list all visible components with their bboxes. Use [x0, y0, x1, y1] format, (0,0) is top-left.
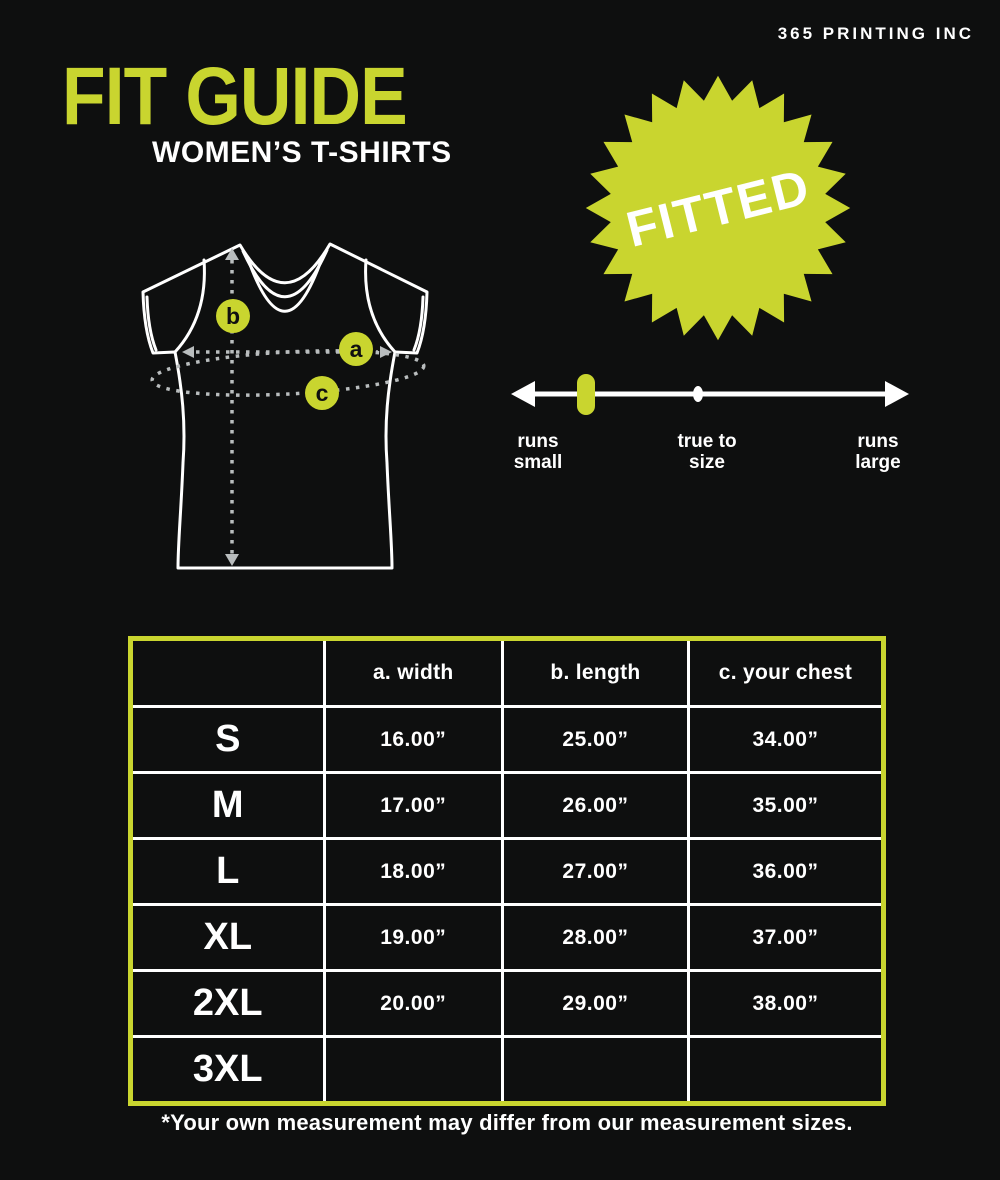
- column-header-width: a. width: [322, 637, 504, 708]
- cell-width: 18.00”: [322, 837, 504, 906]
- cell-chest: 35.00”: [686, 771, 886, 840]
- column-header-chest: c. your chest: [686, 637, 886, 708]
- cell-width: 17.00”: [322, 771, 504, 840]
- scale-label-true-to-size: true to size: [637, 431, 777, 473]
- cell-length: [500, 1035, 690, 1105]
- page-title: FIT GUIDE: [62, 51, 408, 142]
- cell-length: 27.00”: [500, 837, 690, 906]
- scale-label-line: true to: [677, 431, 737, 452]
- scale-label-line: small: [513, 452, 563, 473]
- cell-length: 29.00”: [500, 969, 690, 1038]
- page-subtitle: WOMEN’S T-SHIRTS: [152, 136, 452, 169]
- scale-label-runs-small: runs small: [468, 431, 608, 473]
- size-chart-corner-cell: [129, 637, 326, 708]
- marker-a: a: [339, 332, 373, 366]
- arrow-down-icon: [225, 554, 239, 566]
- marker-a-label: a: [350, 336, 363, 362]
- scale-label-line: size: [689, 452, 725, 473]
- cell-chest: 37.00”: [686, 903, 886, 972]
- size-chart-header-row: a. width b. length c. your chest: [129, 637, 886, 708]
- measurement-arrowheads: [182, 248, 392, 566]
- cell-length: 25.00”: [500, 705, 690, 774]
- cell-width: 19.00”: [322, 903, 504, 972]
- cell-width: [322, 1035, 504, 1105]
- cell-length: 26.00”: [500, 771, 690, 840]
- measurement-dotted-lines: [150, 260, 426, 554]
- scale-label-line: runs: [857, 431, 899, 452]
- table-row-xl: XL 19.00” 28.00” 37.00”: [129, 903, 886, 972]
- row-size-label: M: [129, 771, 326, 840]
- cell-width: 16.00”: [322, 705, 504, 774]
- cell-chest: [686, 1035, 886, 1105]
- cell-length: 28.00”: [500, 903, 690, 972]
- arrow-up-icon: [225, 248, 239, 260]
- row-size-label: S: [129, 705, 326, 774]
- column-header-length: b. length: [500, 637, 690, 708]
- tshirt-diagram: b a c: [141, 242, 429, 570]
- cell-width: 20.00”: [322, 969, 504, 1038]
- fitted-badge: FITTED: [584, 74, 852, 342]
- table-row-2xl: 2XL 20.00” 29.00” 38.00”: [129, 969, 886, 1038]
- arrow-right-icon: [380, 346, 392, 358]
- tshirt-outline-icon: [141, 242, 429, 570]
- true-to-size-tick: [693, 386, 703, 402]
- marker-c-label: c: [316, 380, 329, 406]
- table-row-m: M 17.00” 26.00” 35.00”: [129, 771, 886, 840]
- scale-label-line: large: [855, 452, 901, 473]
- marker-c: c: [305, 376, 339, 410]
- size-chart-table: a. width b. length c. your chest S 16.00…: [128, 636, 886, 1106]
- brand-text: 365 PRINTING INC: [777, 24, 974, 43]
- table-row-s: S 16.00” 25.00” 34.00”: [129, 705, 886, 774]
- cell-chest: 34.00”: [686, 705, 886, 774]
- marker-b-label: b: [226, 303, 240, 329]
- cell-chest: 36.00”: [686, 837, 886, 906]
- row-size-label: 3XL: [129, 1035, 326, 1105]
- chest-dotted-ellipse: [150, 349, 426, 397]
- cell-chest: 38.00”: [686, 969, 886, 1038]
- footnote: *Your own measurement may differ from ou…: [161, 1110, 853, 1135]
- marker-b: b: [216, 299, 250, 333]
- scale-label-runs-large: runs large: [808, 431, 948, 473]
- scale-arrow-right-icon: [885, 381, 909, 407]
- row-size-label: XL: [129, 903, 326, 972]
- arrow-left-icon: [182, 346, 194, 358]
- row-size-label: L: [129, 837, 326, 906]
- scale-label-line: runs: [517, 431, 559, 452]
- scale-arrow-left-icon: [511, 381, 535, 407]
- row-size-label: 2XL: [129, 969, 326, 1038]
- starburst-icon: [585, 75, 851, 341]
- table-row-3xl: 3XL: [129, 1035, 886, 1105]
- fit-scale: [511, 374, 909, 415]
- table-row-l: L 18.00” 27.00” 36.00”: [129, 837, 886, 906]
- fit-position-marker: [577, 374, 595, 415]
